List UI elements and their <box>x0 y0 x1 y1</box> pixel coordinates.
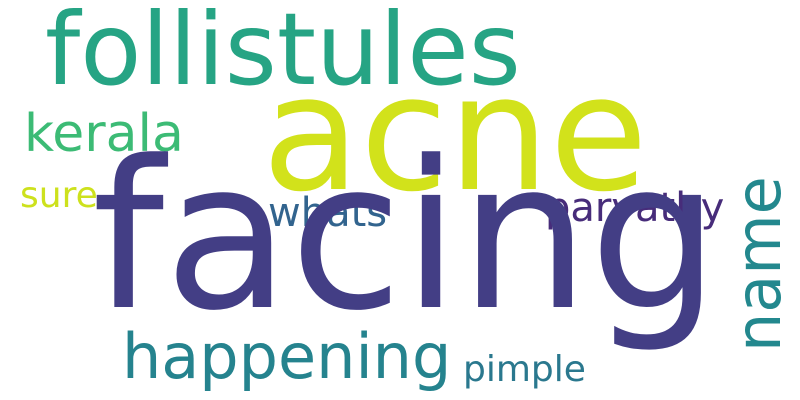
word-parvathy: parvathy <box>545 185 725 231</box>
word-kerala: kerala <box>24 104 184 164</box>
word-follistules: follistules <box>45 0 521 108</box>
word-whats: whats <box>268 190 388 236</box>
word-acne: acne <box>262 40 648 227</box>
word-name: name <box>722 176 795 352</box>
word-pimple: pimple <box>463 349 586 390</box>
word-happening: happening <box>122 320 452 393</box>
word-facing: facing <box>92 118 720 356</box>
word-sure: sure <box>20 175 98 216</box>
